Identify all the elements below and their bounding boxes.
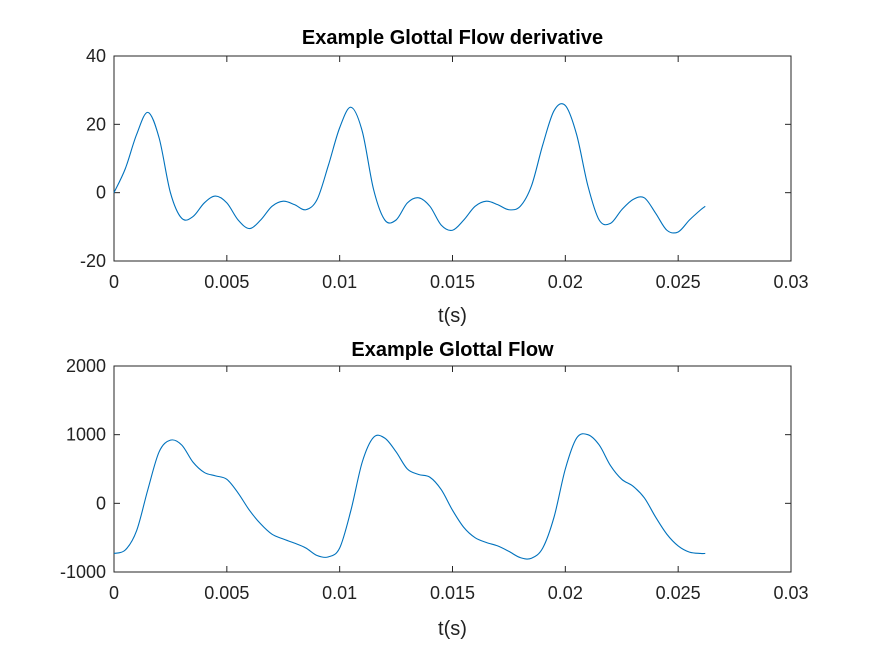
x-tick-label: 0.005 [204,583,249,603]
plot-panel-bottom: Example Glottal Flow t(s) 0 0.005 0.01 0.01… [60,339,809,640]
x-tick-label: 0.025 [656,583,701,603]
y-tick-label: -1000 [60,562,106,582]
x-axis-label: t(s) [438,618,467,640]
plot-panel-top: Example Glottal Flow derivative t(s) 0 0.… [80,27,809,327]
x-tick-label: 0.01 [322,272,357,292]
x-tick-label: 0.005 [204,272,249,292]
series-line-0 [113,433,706,560]
y-tick-label: -20 [80,251,106,271]
plot-area [113,365,792,573]
series-line-0 [113,103,706,234]
x-tick-label: 0 [109,272,119,292]
x-tick-label: 0.03 [773,272,808,292]
x-tick-label: 0.015 [430,272,475,292]
chart-title: Example Glottal Flow derivative [302,27,603,49]
y-tick-label: 20 [86,114,106,134]
x-tick-label: 0.03 [773,583,808,603]
x-axis-label: t(s) [438,305,467,327]
y-tick-label: 1000 [66,425,106,445]
x-tick-label: 0.01 [322,583,357,603]
y-tick-label: 0 [96,493,106,513]
x-tick-label: 0.02 [548,583,583,603]
x-tick-label: 0.025 [656,272,701,292]
x-tick-label: 0.02 [548,272,583,292]
plot-area [113,55,792,262]
y-tick-label: 0 [96,183,106,203]
y-tick-label: 2000 [66,356,106,376]
x-tick-label: 0.015 [430,583,475,603]
x-tick-label: 0 [109,583,119,603]
y-tick-label: 40 [86,46,106,66]
chart-title: Example Glottal Flow [351,339,554,361]
